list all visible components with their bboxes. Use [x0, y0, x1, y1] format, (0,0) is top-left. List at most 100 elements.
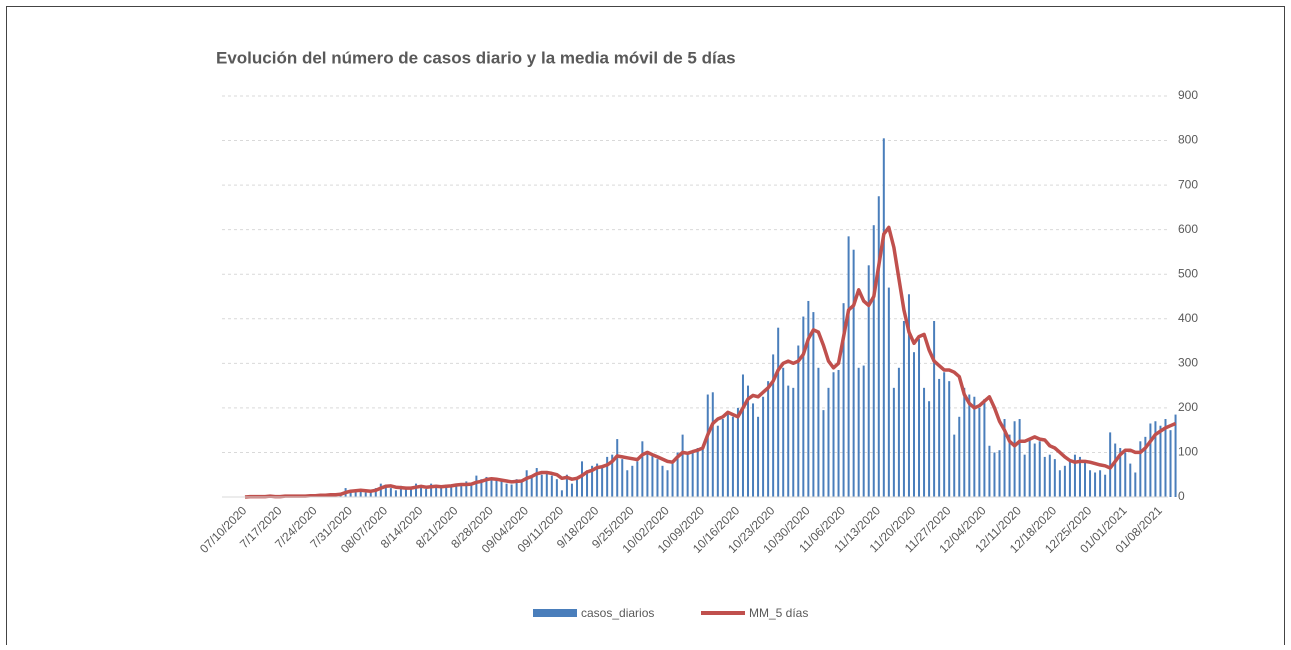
bar: [631, 466, 633, 497]
bar: [983, 399, 985, 497]
y-tick-label: 0: [1178, 489, 1185, 503]
bar: [933, 321, 935, 497]
bar: [767, 381, 769, 497]
bar: [667, 470, 669, 497]
bar: [440, 488, 442, 497]
bar: [561, 490, 563, 497]
bar: [943, 372, 945, 497]
bar: [999, 450, 1001, 497]
bar: [727, 412, 729, 497]
bar: [737, 408, 739, 497]
bar: [797, 346, 799, 497]
y-tick-label: 300: [1178, 356, 1198, 370]
y-tick-label: 100: [1178, 445, 1198, 459]
bar: [1159, 426, 1161, 497]
bar: [551, 476, 553, 497]
bar: [782, 368, 784, 497]
bar: [868, 265, 870, 497]
bar: [1149, 423, 1151, 497]
bar: [626, 470, 628, 497]
bar: [1064, 466, 1066, 497]
bar: [717, 426, 719, 497]
bar: [1044, 457, 1046, 497]
bar: [923, 388, 925, 497]
bar: [1124, 452, 1126, 497]
bar: [651, 455, 653, 497]
bar: [1164, 419, 1166, 497]
y-tick-label: 500: [1178, 266, 1198, 280]
bar: [888, 288, 890, 497]
bar: [420, 487, 422, 497]
bar: [395, 490, 397, 497]
bar: [1019, 419, 1021, 497]
bar: [958, 417, 960, 497]
bar: [807, 301, 809, 497]
y-tick-label: 800: [1178, 133, 1198, 147]
bar: [822, 410, 824, 497]
bar: [1049, 455, 1051, 497]
y-tick-label: 400: [1178, 311, 1198, 325]
bar: [1099, 470, 1101, 497]
bar: [1094, 472, 1096, 497]
bar: [827, 388, 829, 497]
bar: [838, 370, 840, 497]
bar: [1114, 444, 1116, 497]
bar: [1104, 475, 1106, 497]
chart-title: Evolución del número de casos diario y l…: [216, 48, 736, 67]
bar: [526, 470, 528, 497]
bar: [702, 448, 704, 497]
bar: [817, 368, 819, 497]
bar: [938, 379, 940, 497]
y-tick-label: 200: [1178, 400, 1198, 414]
bar: [506, 484, 508, 497]
bar: [853, 250, 855, 497]
bar: [833, 372, 835, 497]
bar: [450, 486, 452, 497]
bar: [470, 485, 472, 497]
bar: [953, 435, 955, 497]
bar: [1034, 444, 1036, 497]
bar: [893, 388, 895, 497]
bar: [380, 484, 382, 497]
bar: [1029, 439, 1031, 497]
bar: [777, 328, 779, 497]
bar: [581, 461, 583, 497]
y-tick-label: 900: [1178, 88, 1198, 102]
bar: [646, 452, 648, 497]
bar: [963, 388, 965, 497]
bar: [601, 468, 603, 497]
bar: [757, 417, 759, 497]
bar: [863, 366, 865, 497]
bar: [1024, 455, 1026, 497]
bar: [1069, 461, 1071, 497]
bar: [405, 489, 407, 497]
bar: [556, 479, 558, 497]
bar: [883, 138, 885, 497]
bar: [732, 417, 734, 497]
bar: [973, 397, 975, 497]
bar: [722, 419, 724, 497]
bar: [365, 493, 367, 497]
bar: [541, 475, 543, 497]
bar: [707, 395, 709, 497]
bar: [672, 464, 674, 497]
bar: [656, 459, 658, 497]
bar: [978, 408, 980, 497]
bar: [1054, 459, 1056, 497]
bar: [1059, 470, 1061, 497]
bar: [1170, 430, 1172, 497]
bar: [948, 381, 950, 497]
bar: [918, 339, 920, 497]
bar: [661, 466, 663, 497]
bar: [501, 481, 503, 497]
bar: [460, 486, 462, 497]
bar: [1084, 461, 1086, 497]
bar: [687, 455, 689, 497]
y-tick-label: 600: [1178, 222, 1198, 236]
bar: [641, 441, 643, 497]
bar: [531, 477, 533, 497]
bar: [390, 488, 392, 497]
y-tick-label: 700: [1178, 177, 1198, 191]
